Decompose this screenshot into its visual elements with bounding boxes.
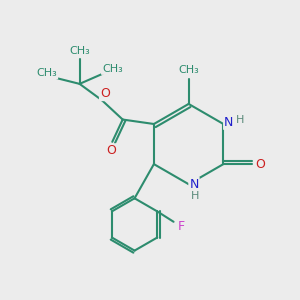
Text: O: O <box>255 158 265 171</box>
Text: F: F <box>178 220 185 233</box>
Text: CH₃: CH₃ <box>178 65 199 75</box>
Text: N: N <box>189 178 199 191</box>
Text: CH₃: CH₃ <box>102 64 123 74</box>
Text: O: O <box>100 87 110 100</box>
Text: CH₃: CH₃ <box>37 68 57 79</box>
Text: H: H <box>191 191 200 201</box>
Text: O: O <box>106 144 116 157</box>
Text: N: N <box>224 116 233 129</box>
Text: CH₃: CH₃ <box>69 46 90 56</box>
Text: H: H <box>236 116 244 125</box>
